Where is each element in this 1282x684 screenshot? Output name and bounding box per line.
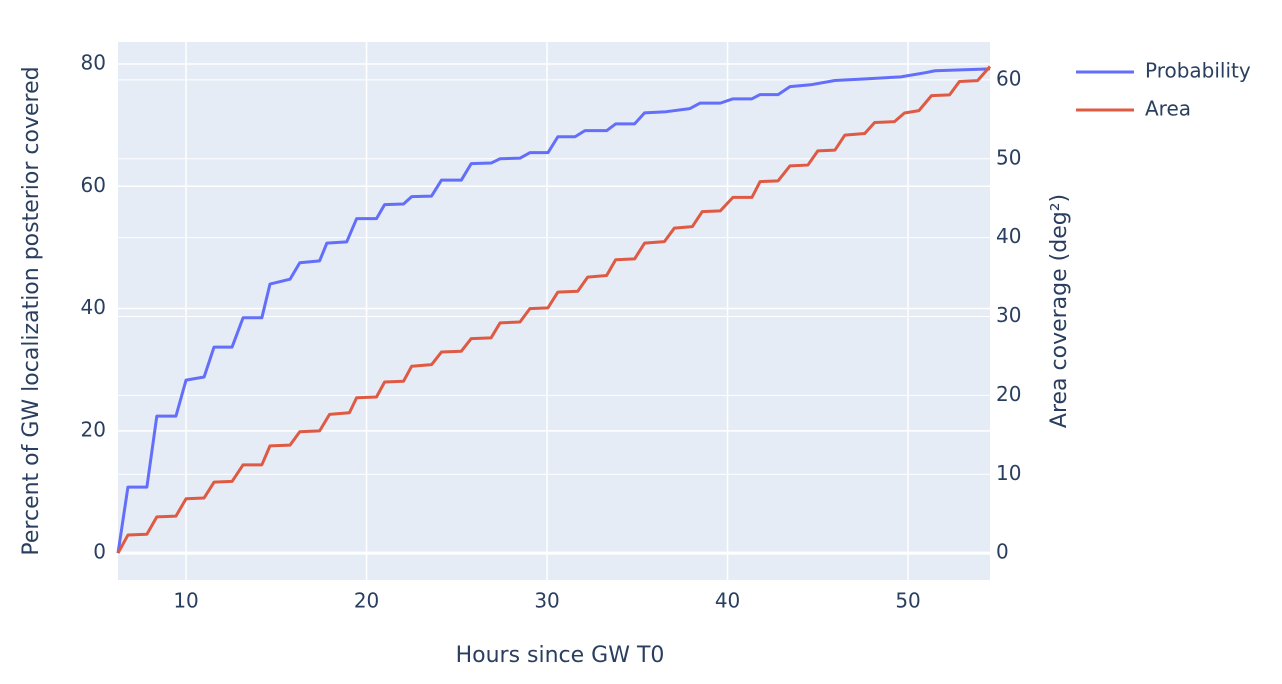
x-tick-label: 30 [534,589,559,613]
y-tick-label: 40 [81,295,106,319]
y2-tick-label: 40 [996,224,1021,248]
y2-tick-label: 10 [996,461,1021,485]
y2-tick-label: 50 [996,145,1021,169]
y2-tick-label: 30 [996,303,1021,327]
y-tick-label: 80 [81,51,106,75]
y2-tick-label: 20 [996,382,1021,406]
y-tick-label: 0 [93,540,106,564]
y-axis-title: Percent of GW localization posterior cov… [19,66,44,555]
x-tick-label: 10 [173,589,198,613]
y2-axis-title: Area coverage (deg²) [1047,194,1072,428]
line-series [116,65,992,554]
x-tick-label: 40 [715,589,740,613]
x-axis-title: Hours since GW T0 [456,643,665,668]
y-tick-label: 60 [81,173,106,197]
plot-area [118,42,990,580]
line-series [116,67,991,554]
x-tick-label: 50 [895,589,920,613]
y-tick-label: 20 [81,417,106,441]
y2-tick-label: 60 [996,66,1021,90]
legend-label: Area [1145,97,1191,121]
legend-label: Probability [1145,59,1251,83]
x-tick-label: 20 [354,589,379,613]
y2-tick-label: 0 [996,540,1009,564]
